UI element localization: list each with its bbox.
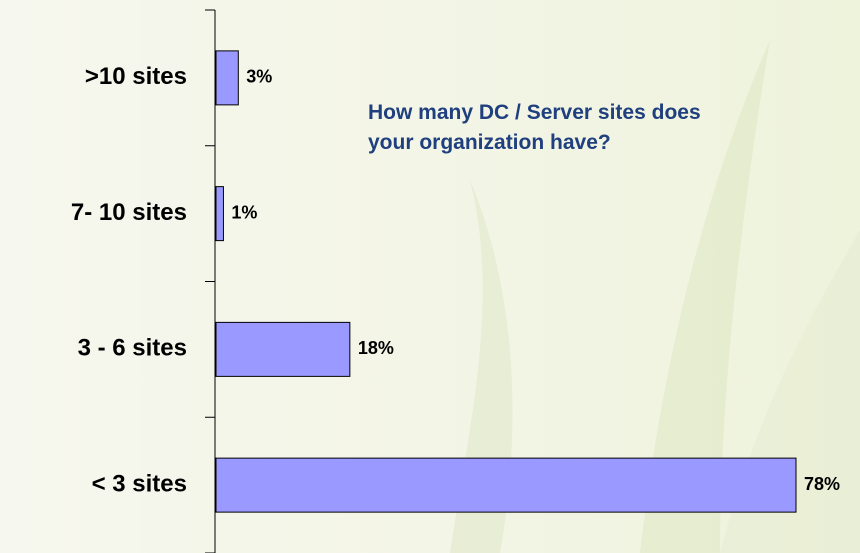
value-label: 18% [358, 338, 394, 358]
bar [215, 321, 351, 377]
category-label: >10 sites [85, 63, 187, 90]
bar [215, 50, 239, 106]
bar [215, 457, 797, 513]
value-label: 3% [246, 67, 272, 87]
bar [215, 186, 224, 242]
category-label: 7- 10 sites [71, 199, 187, 226]
value-label: 78% [804, 474, 840, 494]
leaf-decoration [640, 40, 770, 553]
chart-title: How many DC / Server sites does your org… [368, 101, 701, 154]
category-label: 3 - 6 sites [78, 335, 187, 362]
category-label: < 3 sites [92, 470, 187, 497]
value-label: 1% [231, 202, 257, 222]
